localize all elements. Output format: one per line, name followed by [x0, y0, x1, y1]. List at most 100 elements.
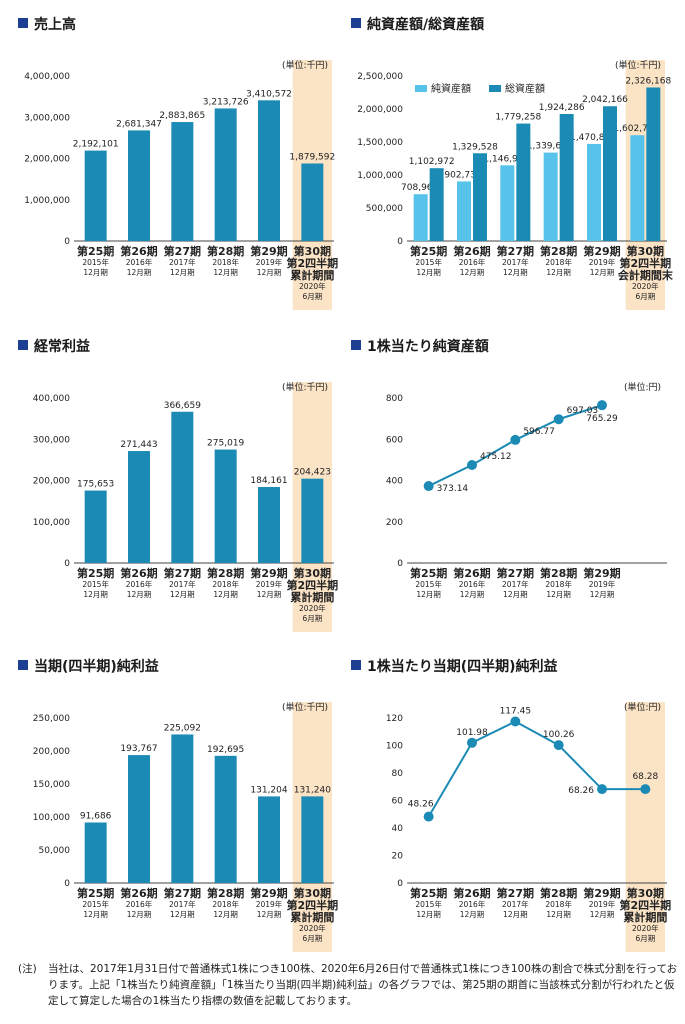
bar [516, 123, 531, 241]
bar [214, 449, 237, 563]
bar [603, 106, 617, 241]
data-label: 275,019 [207, 439, 244, 449]
legend-label: 総資産額 [505, 82, 545, 95]
x-category-label: 第28期 [207, 244, 244, 258]
y-tick-label: 40 [392, 824, 404, 834]
sales-chart: (単位:千円) 4,000,000 3,000,000 2,000,000 1,000,… [24, 59, 339, 310]
bar [128, 451, 150, 563]
unit-label: (単位:千円) [282, 59, 328, 71]
x-category-label: 第26期 [120, 566, 157, 580]
x-sub-label: 2020年 [299, 281, 326, 291]
unit-label: (単位:千円) [282, 381, 328, 393]
panel-title-assets: 純資産額/総資産額 [351, 14, 484, 34]
x-sub-label: 12月期 [170, 268, 195, 277]
x-sub-label: 2020年 [299, 923, 326, 933]
panel-title-net-income: 当期(四半期)純利益 [18, 656, 159, 676]
x-category-label: 第30期 [294, 244, 331, 258]
series-line [428, 404, 603, 487]
title-square-icon [18, 18, 28, 28]
x-sub-label: 2017年 [169, 579, 196, 589]
x-sub-label: 6月期 [635, 934, 655, 943]
data-point [553, 740, 564, 751]
x-category-label: 第29期 [250, 886, 287, 900]
x-sub-label: 12月期 [503, 268, 528, 277]
x-category-label: 第25期 [77, 886, 114, 900]
data-point [597, 400, 607, 411]
x-sub-label: 2016年 [459, 257, 486, 267]
x-category-label: 第27期 [497, 886, 534, 900]
x-sub-label: 2015年 [82, 579, 109, 589]
assets-chart: (単位:千円) 2,500,000 2,000,000 1,500,000 1,000,… [357, 59, 674, 310]
data-label: 1,339,604 [527, 142, 573, 152]
data-label: 184,161 [250, 476, 287, 486]
bar [171, 122, 194, 241]
x-sub-label: 12月期 [257, 910, 282, 919]
legend-swatch [489, 85, 501, 92]
y-tick-label: 50,000 [39, 846, 71, 856]
x-category-label: 第30期 [627, 886, 664, 900]
bar [258, 796, 280, 883]
x-sub-label: 12月期 [590, 590, 615, 599]
data-label: 68.28 [632, 772, 658, 782]
footnote-text: 当社は、2017年1月31日付で普通株式1株につき100株、2020年6月26日… [48, 963, 678, 1007]
chart-title: 1株当たり純資産額 [367, 339, 489, 355]
x-sub-label: 12月期 [546, 268, 571, 277]
data-label: 117.45 [500, 707, 532, 717]
x-category-label: 第25期 [410, 566, 447, 580]
y-tick-label: 1,000,000 [24, 196, 70, 206]
x-sub-label: 6月期 [302, 934, 322, 943]
bar [500, 165, 515, 241]
unit-label: (単位:円) [624, 701, 661, 713]
data-label: 708,964 [401, 183, 438, 193]
x-category-label: 第27期 [497, 244, 534, 258]
unit-label: (単位:円) [624, 381, 661, 393]
x-sub-label: 2020年 [632, 281, 659, 291]
bar [258, 100, 280, 241]
y-tick-label: 2,500,000 [357, 72, 403, 82]
bar [587, 143, 601, 241]
x-sub-label: 2016年 [126, 899, 153, 909]
x-sub-label: 12月期 [257, 268, 282, 277]
chart-title: 純資産額/総資産額 [367, 17, 485, 33]
data-label: 697.03 [567, 406, 599, 416]
x-sub-label: 2019年 [589, 257, 616, 267]
y-tick-label: 0 [397, 559, 403, 569]
x-sub-label: 12月期 [127, 268, 152, 277]
x-sub-label: 12月期 [416, 910, 441, 919]
y-tick-label: 2,000,000 [357, 105, 403, 115]
data-point [553, 414, 564, 425]
x-sub-label: 12月期 [213, 268, 238, 277]
x-sub-label: 12月期 [213, 910, 238, 919]
y-tick-label: 200,000 [33, 747, 70, 757]
data-point [510, 434, 521, 445]
x-sub-label: 2017年 [169, 257, 196, 267]
x-category-label: 第25期 [410, 886, 447, 900]
y-tick-label: 80 [392, 769, 404, 779]
title-square-icon [351, 660, 361, 670]
x-extra-label: 第2四半期 [287, 256, 339, 270]
x-extra-label: 会計期間末 [618, 268, 674, 282]
data-label: 2,681,347 [116, 119, 162, 129]
footnote: (注) 当社は、2017年1月31日付で普通株式1株につき100株、2020年6… [18, 961, 678, 1009]
data-label: 1,779,258 [495, 113, 541, 123]
x-extra-label: 第2四半期 [287, 898, 339, 912]
x-sub-label: 12月期 [170, 590, 195, 599]
panel-eps: 1株当たり当期(四半期)純利益 (単位:円) 120 100 80 60 40 20 0 第25… [345, 642, 675, 952]
x-sub-label: 2020年 [299, 603, 326, 613]
panel-net-total-assets: 純資産額/総資産額 (単位:千円) 2,500,000 2,000,000 1,500… [345, 0, 675, 310]
x-sub-label: 2015年 [82, 257, 109, 267]
panel-ordinary-income: 経常利益 (単位:千円) 400,000 300,000 200,000 100,000… [12, 322, 342, 632]
data-point [467, 737, 477, 748]
panel-title-bps: 1株当たり純資産額 [351, 336, 489, 356]
bar [214, 108, 237, 241]
data-label: 902,733 [444, 170, 481, 180]
x-sub-label: 12月期 [83, 590, 108, 599]
data-label: 91,686 [80, 811, 112, 821]
data-label: 271,443 [120, 440, 157, 450]
data-label: 1,924,286 [539, 103, 585, 113]
panel-title-ordinary-income: 経常利益 [18, 336, 90, 356]
data-label: 1,470,843 [570, 133, 616, 143]
chart-title: 1株当たり当期(四半期)純利益 [367, 659, 558, 675]
y-tick-label: 120 [386, 714, 403, 724]
data-point [423, 811, 434, 822]
